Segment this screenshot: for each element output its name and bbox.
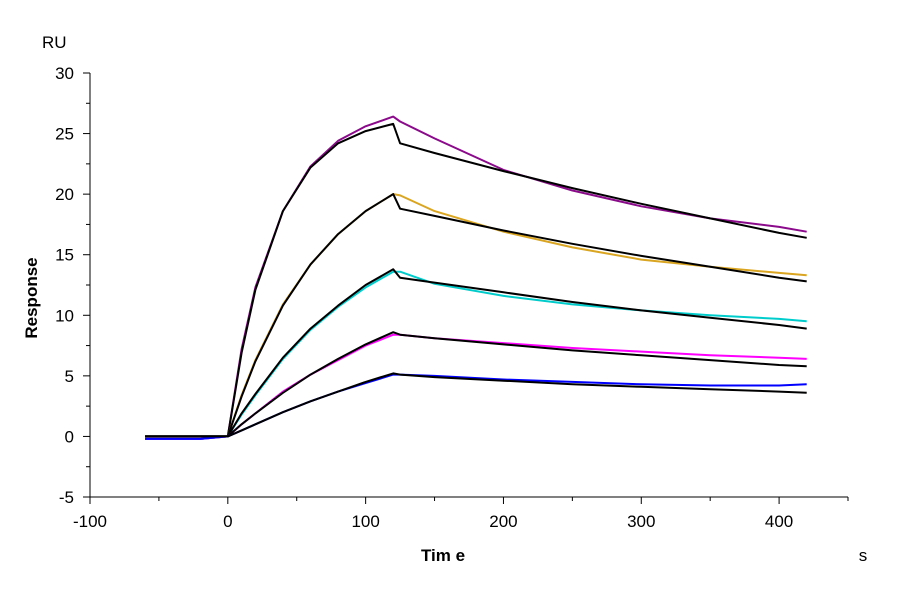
- x-tick-label: 100: [351, 512, 379, 531]
- fit-curve-4: [145, 331, 807, 438]
- y-tick-label: -5: [59, 488, 74, 507]
- x-tick-label: 0: [223, 512, 232, 531]
- series-group: [145, 115, 807, 440]
- y-axis-title: Response: [22, 257, 41, 338]
- y-tick-label: 15: [55, 246, 74, 265]
- x-tick-label: -100: [73, 512, 107, 531]
- x-ticks: -100 0 100 200 300 400: [73, 497, 849, 531]
- x-tick-label: 300: [627, 512, 655, 531]
- y-tick-label: 20: [55, 185, 74, 204]
- y-tick-label: 25: [55, 125, 74, 144]
- y-tick-label: 10: [55, 306, 74, 325]
- fit-curve-5: [145, 372, 807, 438]
- y-unit-label: RU: [42, 33, 67, 52]
- x-unit-label: s: [859, 546, 868, 565]
- y-tick-label: 0: [65, 427, 74, 446]
- y-tick-label: 5: [65, 367, 74, 386]
- axes: [89, 73, 848, 498]
- x-axis-title: Tim e: [421, 546, 465, 565]
- y-tick-label: 30: [55, 64, 74, 83]
- x-tick-label: 400: [765, 512, 793, 531]
- x-tick-label: 200: [489, 512, 517, 531]
- y-ticks: -5 0 5 10 15 20 25 30: [55, 64, 90, 507]
